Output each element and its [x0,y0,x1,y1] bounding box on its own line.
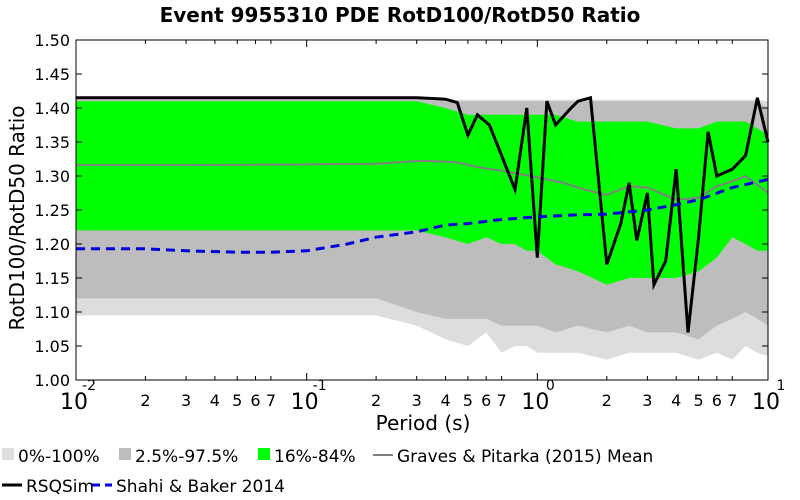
chart-title: Event 9955310 PDE RotD100/RotD50 Ratio [160,3,641,27]
x-minor-tick-label: 6 [250,391,260,410]
series-line-rsqsim [76,95,770,333]
legend-swatch-band_16_84 [258,448,270,460]
x-major-tick-exponent: 1 [777,378,786,394]
legend-label: 0%-100% [18,447,100,467]
y-axis-label: RotD100/RotD50 Ratio [5,105,29,330]
x-major-tick-label: 10 [521,390,549,415]
x-major-tick-exponent: -1 [313,378,327,394]
y-tick-label: 1.15 [34,269,70,288]
legend-label: RSQSim [26,477,94,497]
legend-label: 16%-84% [274,447,356,467]
x-minor-tick-label: 4 [210,391,220,410]
y-tick-label: 1.20 [34,235,70,254]
x-major-tick-exponent: 0 [546,378,555,394]
series-line-graves-pitarka-mean [76,160,769,201]
x-axis-label: Period (s) [376,411,471,435]
x-major-tick-label: 10 [291,390,319,415]
x-minor-tick-label: 5 [463,391,473,410]
x-minor-tick-label: 7 [727,391,737,410]
y-tick-label: 1.05 [34,337,70,356]
x-minor-tick-label: 4 [671,391,681,410]
x-minor-tick-label: 4 [440,391,450,410]
legend-label: Graves & Pitarka (2015) Mean [397,447,653,467]
y-tick-label: 1.30 [34,167,70,186]
y-tick-label: 1.10 [34,303,70,322]
y-tick-label: 1.25 [34,201,70,220]
y-tick-label: 1.40 [34,99,70,118]
x-minor-tick-label: 2 [371,391,381,410]
x-major-tick-label: 10 [752,390,780,415]
x-minor-tick-label: 2 [602,391,612,410]
x-minor-tick-label: 7 [266,391,276,410]
x-major-tick-label: 10 [60,390,88,415]
x-minor-tick-label: 3 [642,391,652,410]
x-minor-tick-label: 5 [693,391,703,410]
x-minor-tick-label: 3 [412,391,422,410]
y-tick-label: 1.45 [34,65,70,84]
legend-swatch-band_0_100 [2,448,14,460]
x-minor-tick-label: 7 [497,391,507,410]
y-tick-label: 1.35 [34,133,70,152]
x-minor-tick-label: 2 [140,391,150,410]
y-tick-label: 1.00 [34,371,70,390]
legend-label: Shahi & Baker 2014 [116,477,285,497]
y-tick-label: 1.50 [34,31,70,50]
legend-label: 2.5%-97.5% [135,447,238,467]
legend-swatch-band_2_97 [119,448,131,460]
series-line-shahi-baker [76,177,769,254]
x-major-tick-exponent: -2 [82,378,96,394]
x-minor-tick-label: 6 [481,391,491,410]
x-minor-tick-label: 5 [232,391,242,410]
x-minor-tick-label: 3 [181,391,191,410]
x-minor-tick-label: 6 [712,391,722,410]
